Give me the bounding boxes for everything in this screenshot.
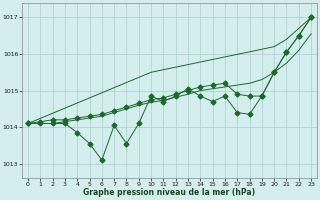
X-axis label: Graphe pression niveau de la mer (hPa): Graphe pression niveau de la mer (hPa) <box>84 188 256 197</box>
